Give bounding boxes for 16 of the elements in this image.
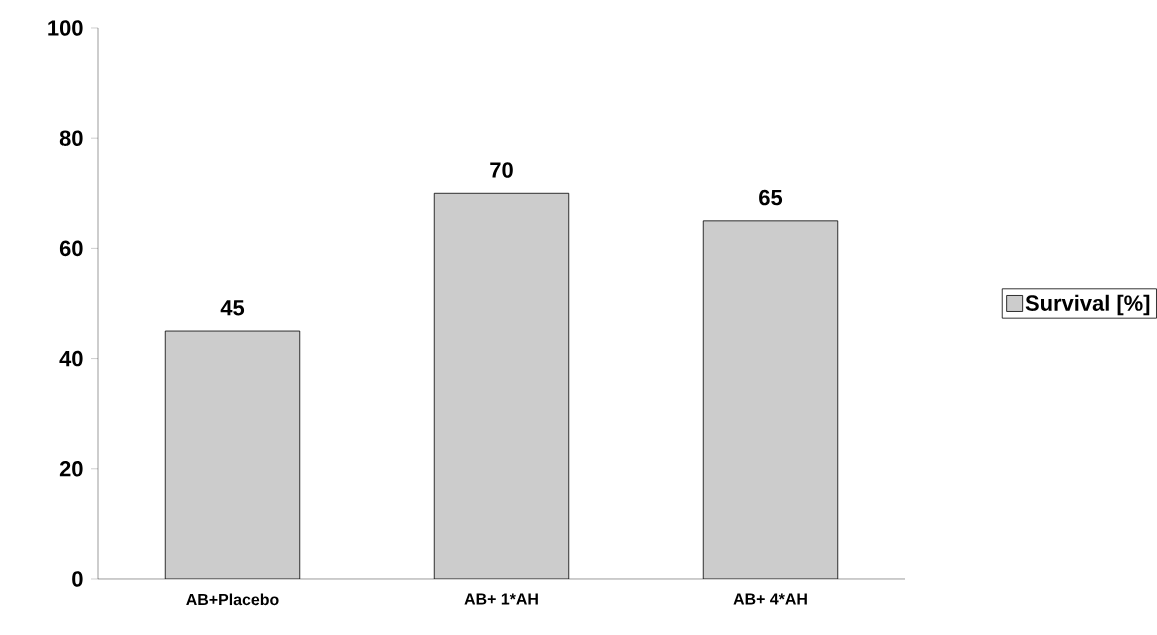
y-tick-label: 60 bbox=[59, 240, 83, 257]
data-label: 45 bbox=[220, 300, 245, 316]
y-tick-label: 0 bbox=[72, 571, 83, 587]
y-tick-label: 20 bbox=[59, 461, 83, 477]
bar bbox=[433, 192, 570, 579]
y-tick-label: 40 bbox=[59, 350, 83, 367]
x-tick-label: AB+ 4*AH bbox=[733, 593, 807, 605]
y-tick-label: 80 bbox=[59, 130, 83, 146]
x-tick-label: AB+ 1*AH bbox=[464, 593, 538, 605]
bar bbox=[164, 330, 301, 579]
x-tick-label: AB+Placebo bbox=[186, 593, 279, 606]
y-tick-label: 100 bbox=[48, 20, 83, 36]
data-label: 65 bbox=[759, 189, 783, 206]
bar bbox=[702, 220, 839, 579]
data-label: 70 bbox=[490, 162, 513, 178]
legend-label: Survival [%] bbox=[1025, 294, 1150, 316]
